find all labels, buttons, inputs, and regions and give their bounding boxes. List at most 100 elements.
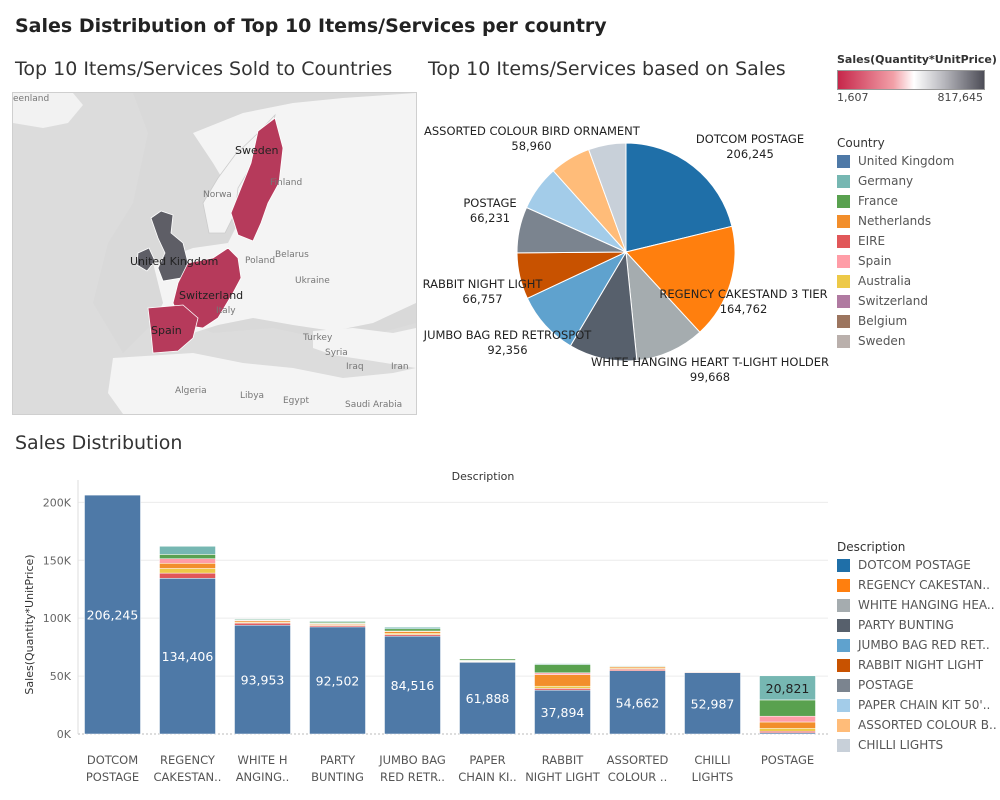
x-tick-label: POSTAGE — [761, 753, 814, 767]
bar-segment-germany[interactable] — [684, 669, 741, 671]
description-legend-item-jumbo-bag-red-ret[interactable]: JUMBO BAG RED RET.. — [837, 635, 997, 655]
map-label-italy: Italy — [216, 306, 236, 316]
bar-segment-germany[interactable] — [609, 665, 666, 667]
map-label-norway: Norwa — [203, 190, 232, 200]
country-legend-item-united-kingdom[interactable]: United Kingdom — [837, 151, 997, 171]
bar-segment-germany[interactable] — [309, 621, 366, 623]
x-tick-label: RABBIT — [542, 753, 585, 767]
description-legend-item-rabbit-night-light[interactable]: RABBIT NIGHT LIGHT — [837, 655, 997, 675]
country-legend: Country United Kingdom Germany France Nethe… — [837, 136, 997, 351]
description-legend-item-postage[interactable]: POSTAGE — [837, 675, 997, 695]
bar-segment-france[interactable] — [159, 554, 216, 559]
pie-slice-dotcom-postage[interactable] — [625, 142, 733, 253]
description-legend-swatch — [837, 578, 850, 592]
bar-segment-united-kingdom[interactable] — [234, 624, 291, 735]
description-legend-swatch — [837, 738, 850, 752]
switzerland-shape[interactable] — [172, 247, 242, 329]
x-tick-label: CAKESTAN.. — [154, 770, 222, 784]
bar-value-label: 134,406 — [162, 649, 214, 664]
description-legend-label: PARTY BUNTING — [858, 618, 954, 632]
country-legend-item-eire[interactable]: EIRE — [837, 231, 997, 251]
bar-segment-australia[interactable] — [759, 728, 816, 732]
bar-segment-germany[interactable] — [459, 658, 516, 660]
bar-segment-united-kingdom[interactable] — [309, 626, 366, 735]
country-legend-item-spain[interactable]: Spain — [837, 251, 997, 271]
bar-chart-header: Description — [452, 470, 515, 483]
europe-map[interactable]: eenland Norwa Finland Poland Belarus Ukr… — [12, 92, 417, 415]
description-legend-swatch — [837, 558, 850, 572]
pie-label-rabbit-night-light: RABBIT NIGHT LIGHT 66,757 — [422, 277, 543, 306]
country-legend-item-australia[interactable]: Australia — [837, 271, 997, 291]
bar-segment-netherlands[interactable] — [159, 563, 216, 569]
map-label-belarus: Belarus — [275, 250, 309, 260]
country-legend-swatch — [837, 254, 850, 268]
bar-segment-netherlands[interactable] — [759, 721, 816, 729]
bar-segment-germany[interactable] — [384, 626, 441, 630]
country-legend-label: Sweden — [858, 334, 906, 348]
bar-segment-spain[interactable] — [759, 715, 816, 723]
country-legend-swatch — [837, 294, 850, 308]
bar-segment-australia[interactable] — [534, 685, 591, 689]
bar-value-label: 93,953 — [241, 673, 285, 688]
pie-slice-white-hanging-heart-t-light-holder[interactable] — [625, 250, 701, 362]
bar-segment-united-kingdom[interactable] — [84, 494, 141, 735]
north-africa-land — [108, 353, 416, 414]
bar-segment-germany[interactable] — [534, 663, 591, 665]
bar-segment-germany[interactable] — [234, 618, 291, 620]
bar-segment-eire[interactable] — [159, 572, 216, 579]
map-label-united-kingdom: United Kingdom — [130, 255, 218, 268]
country-legend-item-sweden[interactable]: Sweden — [837, 331, 997, 351]
description-legend-title: Description — [837, 540, 906, 554]
spain-shape[interactable] — [147, 304, 199, 354]
ireland-shape[interactable] — [136, 247, 156, 272]
x-tick-label: COLOUR .. — [608, 770, 668, 784]
map-label-ukraine: Ukraine — [295, 276, 330, 286]
middle-east-land — [313, 328, 416, 368]
description-legend-swatch — [837, 598, 850, 612]
country-legend-item-germany[interactable]: Germany — [837, 171, 997, 191]
description-legend-item-dotcom-postage[interactable]: DOTCOM POSTAGE — [837, 555, 997, 575]
description-legend-label: REGENCY CAKESTAN.. — [858, 578, 990, 592]
description-legend-item-party-bunting[interactable]: PARTY BUNTING — [837, 615, 997, 635]
bar-segment-france[interactable] — [534, 664, 591, 674]
sales-legend-min: 1,607 — [837, 91, 869, 104]
x-tick-label: JUMBO BAG — [378, 753, 446, 767]
bar-segment-united-kingdom[interactable] — [534, 689, 591, 735]
bar-segment-france[interactable] — [384, 628, 441, 632]
country-legend-item-france[interactable]: France — [837, 191, 997, 211]
country-legend-item-netherlands[interactable]: Netherlands — [837, 211, 997, 231]
country-legend-item-belgium[interactable]: Belgium — [837, 311, 997, 331]
description-legend-label: POSTAGE — [858, 678, 914, 692]
bar-segment-united-kingdom[interactable] — [384, 635, 441, 735]
pie-slice-regency-cakestand-3-tier[interactable] — [625, 225, 736, 333]
description-legend-item-assorted-colour-b[interactable]: ASSORTED COLOUR B.. — [837, 715, 997, 735]
description-legend-item-paper-chain-kit-50[interactable]: PAPER CHAIN KIT 50'.. — [837, 695, 997, 715]
description-legend-label: PAPER CHAIN KIT 50'.. — [858, 698, 991, 712]
bar-segment-eire[interactable] — [534, 688, 591, 691]
description-legend-item-chilli-lights[interactable]: CHILLI LIGHTS — [837, 735, 997, 755]
bar-segment-spain[interactable] — [159, 558, 216, 564]
bar-segment-france[interactable] — [759, 699, 816, 717]
description-legend-item-regency-cakestan[interactable]: REGENCY CAKESTAN.. — [837, 575, 997, 595]
pie-slice-chilli-lights[interactable] — [588, 142, 627, 253]
pie-label-regency-cakestand: REGENCY CAKESTAND 3 TIER 164,762 — [659, 287, 828, 316]
bar-segment-united-kingdom[interactable] — [684, 672, 741, 735]
greenland-land — [13, 93, 83, 128]
description-legend-item-white-hanging-hea[interactable]: WHITE HANGING HEA.. — [837, 595, 997, 615]
country-legend-label: Switzerland — [858, 294, 928, 308]
description-legend-label: CHILLI LIGHTS — [858, 738, 944, 752]
bar-segment-australia[interactable] — [159, 568, 216, 574]
bar-segment-netherlands[interactable] — [534, 674, 591, 687]
bar-segment-united-kingdom[interactable] — [159, 578, 216, 735]
country-legend-item-switzerland[interactable]: Switzerland — [837, 291, 997, 311]
country-legend-label: EIRE — [858, 234, 886, 248]
sweden-shape[interactable] — [230, 117, 284, 242]
bar-value-label: 61,888 — [466, 691, 510, 706]
country-legend-label: Spain — [858, 254, 892, 268]
bar-segment-spain[interactable] — [534, 672, 591, 675]
description-legend-swatch — [837, 718, 850, 732]
bar-segment-eire[interactable] — [234, 622, 291, 626]
bar-segment-united-kingdom[interactable] — [459, 662, 516, 735]
bar-segment-germany[interactable] — [759, 675, 816, 701]
bar-segment-germany[interactable] — [159, 546, 216, 555]
